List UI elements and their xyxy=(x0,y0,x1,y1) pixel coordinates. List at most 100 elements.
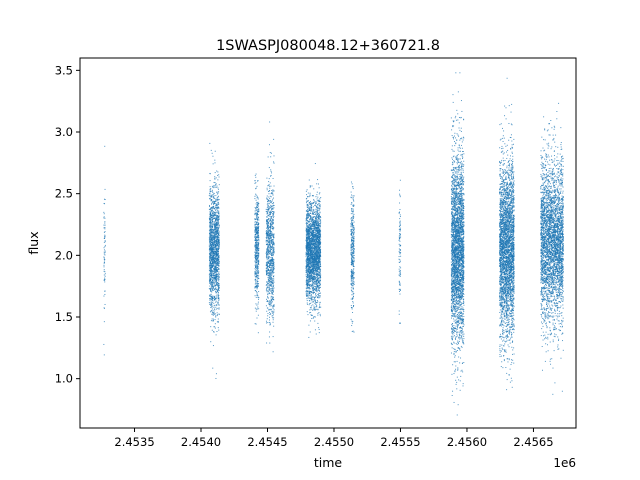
data-point xyxy=(211,200,213,202)
data-point xyxy=(255,229,257,231)
data-point xyxy=(212,249,214,251)
data-point xyxy=(214,212,216,214)
data-point xyxy=(103,216,105,218)
data-point xyxy=(318,278,320,280)
data-point xyxy=(213,260,215,262)
data-point xyxy=(211,298,213,300)
data-point xyxy=(320,292,322,294)
data-point xyxy=(310,238,312,240)
data-point xyxy=(268,240,270,242)
data-point xyxy=(271,264,273,266)
data-point xyxy=(257,248,259,250)
data-point xyxy=(269,220,271,222)
data-point xyxy=(211,282,213,284)
data-point xyxy=(209,242,211,244)
data-point xyxy=(269,311,271,313)
data-point xyxy=(268,290,270,292)
data-point xyxy=(214,308,216,310)
data-point xyxy=(256,214,258,216)
data-point xyxy=(271,232,273,234)
data-point xyxy=(210,248,212,250)
data-point xyxy=(212,249,214,251)
data-point xyxy=(271,243,273,245)
data-point xyxy=(257,243,259,244)
data-point xyxy=(254,174,256,176)
data-point xyxy=(214,162,216,164)
data-point xyxy=(255,249,257,251)
data-point xyxy=(212,186,214,188)
data-point xyxy=(210,303,212,305)
data-point xyxy=(214,244,216,246)
data-point xyxy=(212,274,214,276)
data-point xyxy=(216,225,218,227)
data-point xyxy=(211,255,213,257)
data-point xyxy=(257,201,259,203)
data-point xyxy=(217,275,219,277)
data-point xyxy=(256,283,258,285)
data-point xyxy=(215,280,217,282)
data-point xyxy=(314,302,316,304)
data-point xyxy=(212,235,214,237)
data-point xyxy=(215,279,217,281)
data-point xyxy=(218,234,220,236)
data-point xyxy=(270,185,272,187)
data-point xyxy=(215,292,217,294)
data-point xyxy=(210,297,212,299)
data-point xyxy=(211,306,213,308)
data-point xyxy=(218,203,220,205)
data-point xyxy=(255,263,257,265)
data-point xyxy=(318,276,320,278)
data-point xyxy=(312,284,314,286)
data-point xyxy=(313,199,315,201)
data-point xyxy=(272,249,274,251)
data-point xyxy=(103,295,105,297)
data-point xyxy=(269,253,271,255)
data-point xyxy=(215,298,217,300)
data-point xyxy=(269,276,271,278)
data-point xyxy=(217,209,219,211)
data-point xyxy=(256,256,258,258)
data-point xyxy=(211,217,213,219)
data-point xyxy=(216,197,218,199)
data-point xyxy=(209,283,211,285)
data-point xyxy=(267,238,269,240)
data-point xyxy=(209,211,211,213)
data-point xyxy=(312,246,314,248)
data-point xyxy=(210,283,212,285)
data-point xyxy=(267,261,269,263)
data-point xyxy=(271,192,273,193)
data-point xyxy=(255,199,257,201)
data-point xyxy=(254,289,256,291)
data-point xyxy=(215,246,217,248)
data-point xyxy=(209,186,211,188)
data-point xyxy=(217,302,219,304)
data-point xyxy=(268,319,270,321)
data-point xyxy=(271,172,273,174)
data-point xyxy=(306,223,308,225)
data-point xyxy=(269,215,271,217)
data-point xyxy=(305,274,307,276)
data-point xyxy=(254,283,256,285)
data-point xyxy=(211,246,213,248)
data-point xyxy=(215,295,217,297)
data-point xyxy=(212,243,214,245)
data-point xyxy=(266,287,268,289)
data-point xyxy=(307,192,309,194)
data-point xyxy=(254,223,256,225)
data-point xyxy=(210,276,212,278)
data-point xyxy=(210,238,212,240)
data-point xyxy=(209,180,211,182)
data-point xyxy=(254,218,256,220)
data-point xyxy=(258,297,260,299)
data-point xyxy=(256,288,258,290)
data-point xyxy=(257,236,259,238)
data-point xyxy=(215,205,217,207)
data-point xyxy=(215,198,217,200)
data-point xyxy=(210,304,212,306)
data-point xyxy=(218,263,220,265)
data-point xyxy=(211,305,213,307)
data-point xyxy=(216,243,218,245)
data-point xyxy=(215,224,217,226)
data-point xyxy=(318,220,320,222)
data-point xyxy=(255,285,257,287)
